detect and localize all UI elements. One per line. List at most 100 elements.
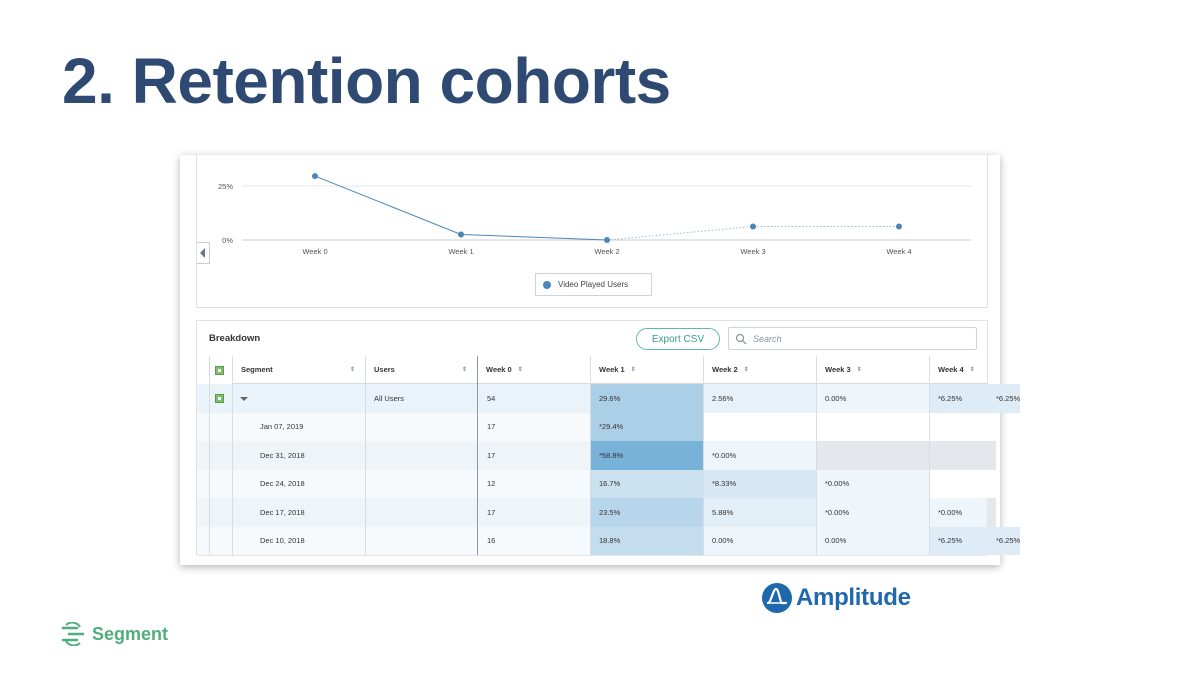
retention-cell: *0.00% bbox=[816, 498, 929, 527]
sort-icon[interactable]: ⇕ bbox=[856, 367, 862, 373]
retention-cell: *6.25% bbox=[987, 526, 1021, 555]
search-icon bbox=[735, 333, 747, 344]
column-divider bbox=[590, 356, 591, 555]
column-header[interactable]: Week 1 ⇕ bbox=[590, 356, 703, 384]
x-tick-label: Week 2 bbox=[594, 247, 619, 256]
segment-logo-icon bbox=[61, 622, 85, 646]
retention-cell: 29.6% bbox=[590, 384, 703, 413]
retention-cell: *0.00% bbox=[816, 469, 929, 498]
segment-cell: Jan 07, 2019 bbox=[260, 422, 304, 432]
data-point bbox=[312, 173, 318, 180]
x-tick-label: Week 0 bbox=[302, 247, 327, 256]
column-header[interactable]: Users ⇕ bbox=[365, 356, 477, 384]
column-header[interactable]: Week 4 ⇕ bbox=[929, 356, 987, 384]
export-csv-button[interactable]: Export CSV bbox=[636, 328, 720, 350]
table-row[interactable] bbox=[197, 384, 477, 413]
column-divider bbox=[365, 356, 366, 555]
retention-line-chart: 25% 0% Week 0 Week 1 Week 2 Week 3 Week 4 bbox=[218, 173, 971, 256]
x-tick-label: Week 1 bbox=[448, 247, 473, 256]
sort-icon[interactable]: ⇕ bbox=[461, 367, 467, 373]
legend-dot-icon bbox=[543, 280, 551, 289]
retention-cell bbox=[929, 441, 987, 470]
table-row[interactable] bbox=[197, 469, 477, 498]
retention-cell: 5.88% bbox=[703, 498, 816, 527]
retention-cell bbox=[987, 469, 996, 498]
expand-caret-icon[interactable] bbox=[240, 397, 248, 401]
chart-legend[interactable]: Video Played Users bbox=[535, 273, 652, 296]
retention-cell: 2.56% bbox=[703, 384, 816, 413]
column-divider bbox=[816, 356, 817, 555]
users-cell: 17 bbox=[477, 412, 590, 441]
sort-icon[interactable]: ⇕ bbox=[743, 367, 749, 373]
column-divider bbox=[232, 356, 233, 555]
users-cell: 17 bbox=[477, 441, 590, 470]
amplitude-logo: Amplitude bbox=[762, 583, 911, 613]
breakdown-title: Breakdown bbox=[209, 333, 261, 344]
column-header-label: Week 1 bbox=[599, 365, 625, 374]
column-header-label: Week 2 bbox=[712, 365, 738, 374]
column-header-label: Week 0 bbox=[486, 365, 512, 374]
retention-cell: 0.00% bbox=[816, 526, 929, 555]
segment-cell: Dec 31, 2018 bbox=[260, 450, 305, 460]
retention-cell: *58.8% bbox=[590, 441, 703, 470]
table-row[interactable] bbox=[197, 498, 477, 527]
data-point bbox=[750, 223, 756, 230]
column-divider bbox=[703, 356, 704, 555]
data-point bbox=[896, 223, 902, 230]
retention-cell: *29.4% bbox=[590, 412, 703, 441]
breakdown-panel: Breakdown Export CSV Search Segment ⇕ User… bbox=[196, 320, 1021, 556]
row-divider bbox=[197, 555, 987, 556]
sort-icon[interactable]: ⇕ bbox=[630, 367, 636, 373]
amplitude-logo-icon bbox=[762, 583, 792, 613]
y-tick-label: 0% bbox=[222, 236, 233, 245]
column-divider bbox=[209, 356, 210, 555]
retention-cell bbox=[987, 441, 996, 470]
sort-icon[interactable]: ⇕ bbox=[349, 367, 355, 373]
data-point bbox=[458, 231, 464, 238]
chart-scroll-left-button[interactable] bbox=[197, 242, 210, 264]
column-header[interactable]: Week 0 ⇕ bbox=[477, 356, 590, 384]
row-checkbox[interactable] bbox=[215, 394, 224, 403]
y-tick-label: 25% bbox=[218, 182, 233, 191]
retention-cell: 23.5% bbox=[590, 498, 703, 527]
column-divider bbox=[929, 356, 930, 555]
search-placeholder: Search bbox=[753, 333, 782, 344]
table-row[interactable] bbox=[197, 441, 477, 470]
retention-cell bbox=[929, 469, 987, 498]
breakdown-table: Segment ⇕ Users ⇕ Week 0 ⇕ Week 1 ⇕ Week 2 ⇕ Week … bbox=[197, 356, 1021, 556]
users-cell: 17 bbox=[477, 498, 590, 527]
retention-cell: 18.8% bbox=[590, 526, 703, 555]
legend-label: Video Played Users bbox=[558, 280, 629, 289]
retention-chart-card: 25% 0% Week 0 Week 1 Week 2 Week 3 Week 4 Vide… bbox=[196, 155, 988, 308]
column-header[interactable]: Week 3 ⇕ bbox=[816, 356, 929, 384]
retention-cell bbox=[929, 412, 987, 441]
segment-cell: All Users bbox=[374, 393, 405, 403]
sort-icon[interactable]: ⇕ bbox=[517, 367, 523, 373]
column-header-label: Week 3 bbox=[825, 365, 851, 374]
users-cell: 54 bbox=[477, 384, 590, 413]
segment-cell: Dec 17, 2018 bbox=[260, 507, 305, 517]
search-input[interactable]: Search bbox=[728, 327, 977, 350]
retention-cell bbox=[987, 498, 996, 527]
table-row[interactable] bbox=[197, 412, 477, 441]
column-header-label: Segment bbox=[241, 365, 273, 374]
retention-cell: *6.25% bbox=[929, 384, 987, 413]
amplitude-logo-text: Amplitude bbox=[796, 584, 911, 611]
segment-cell: Dec 24, 2018 bbox=[260, 479, 305, 489]
retention-cell: *6.25% bbox=[929, 526, 987, 555]
retention-cell bbox=[816, 412, 929, 441]
x-tick-label: Week 3 bbox=[740, 247, 765, 256]
table-row[interactable] bbox=[197, 526, 477, 555]
slide-title: 2. Retention cohorts bbox=[62, 45, 671, 117]
retention-cell: *0.00% bbox=[929, 498, 987, 527]
column-header[interactable]: Segment ⇕ bbox=[232, 356, 365, 384]
amplitude-screenshot-panel: 25% 0% Week 0 Week 1 Week 2 Week 3 Week 4 Vide… bbox=[180, 155, 1021, 565]
segment-logo: Segment bbox=[60, 622, 168, 646]
x-tick-label: Week 4 bbox=[886, 247, 911, 256]
retention-cell: 16.7% bbox=[590, 469, 703, 498]
retention-cell: 0.00% bbox=[703, 526, 816, 555]
column-header[interactable]: Week 2 ⇕ bbox=[703, 356, 816, 384]
select-all-checkbox[interactable] bbox=[215, 366, 224, 375]
segment-logo-text: Segment bbox=[92, 623, 169, 644]
sort-icon[interactable]: ⇕ bbox=[969, 367, 975, 373]
